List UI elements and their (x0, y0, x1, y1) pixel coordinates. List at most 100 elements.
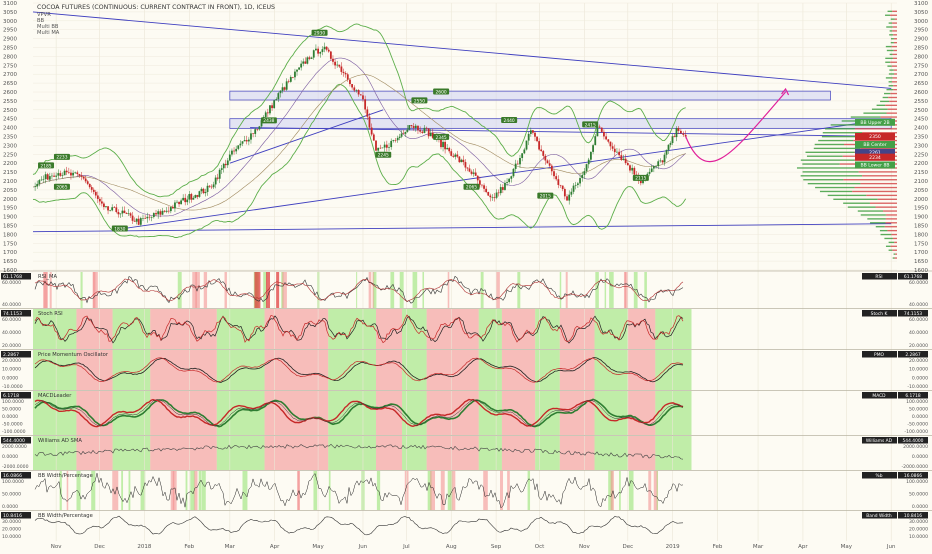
candle-body (176, 201, 178, 203)
indicator-label-vpvr: VPVR (37, 12, 51, 18)
y-tick-label: 2750 (914, 63, 928, 69)
volume-profile-bar-up (889, 53, 893, 56)
volume-profile-bar-up (871, 108, 888, 110)
candle-body (516, 163, 519, 165)
candle-body (150, 217, 153, 218)
candle-body (237, 145, 240, 149)
price-annotation-label: 2345 (436, 135, 447, 141)
volume-profile-bar-up (825, 128, 855, 130)
volume-profile-bar-up (822, 132, 863, 134)
volume-profile-bar-up (884, 92, 891, 95)
volume-profile-bar-down (885, 104, 897, 106)
candle-body (663, 154, 666, 163)
panel-left-value: 74.1153 (3, 311, 22, 317)
candle-body (572, 185, 575, 192)
candle-body (362, 95, 364, 100)
panel-tick: 0.0000 (912, 504, 928, 510)
y-tick-label: 2700 (914, 72, 928, 78)
candle-body (398, 136, 401, 138)
candle-body (334, 61, 336, 66)
candle-body (82, 176, 85, 179)
panel-left-value: 2.2867 (3, 352, 19, 358)
y-tick-label: 1650 (914, 259, 928, 265)
candle-body (159, 211, 162, 215)
volume-profile-bar-down (888, 96, 897, 99)
y-tick-label-left: 2550 (3, 99, 17, 105)
candle-body (206, 185, 209, 192)
candle-body (412, 126, 415, 128)
candle-body (568, 194, 571, 201)
candle-body (178, 201, 180, 205)
price-annotation-label: 2233 (56, 155, 67, 161)
x-tick-label: May (841, 544, 853, 550)
panel-left-value-bg (1, 351, 31, 358)
indicator-zone (402, 350, 427, 390)
candle-body (133, 220, 136, 222)
x-tick-label: Mar (753, 544, 764, 550)
candle-body (532, 130, 534, 133)
candle-body (152, 213, 155, 218)
candle-body (485, 188, 488, 193)
price-annotation-label: 2438 (263, 118, 274, 124)
indicator-stripe (282, 272, 287, 308)
indicator-stripe (80, 272, 83, 308)
candle-body (446, 147, 449, 150)
y-tick-label-left: 2700 (3, 72, 17, 78)
right-price-tag-label: BB Center (863, 142, 886, 148)
indicator-zone (426, 436, 479, 470)
panel-tick: 20.0000 (909, 343, 928, 349)
indicator-zone (594, 391, 628, 435)
candle-body (359, 94, 362, 96)
candle-body (142, 218, 144, 219)
indicator-zone (627, 350, 656, 390)
candle-body (493, 197, 496, 198)
candle-body (629, 165, 631, 171)
indicator-zone (150, 350, 217, 390)
volume-profile-bar-up (802, 171, 859, 173)
indicator-stripe (412, 272, 418, 308)
indicator-stripe (447, 471, 453, 510)
candle-body (483, 185, 485, 189)
panel-left-value-bg (1, 310, 31, 317)
y-tick-label: 2550 (914, 99, 928, 105)
indicator-label-multi-bb: Multi BB (37, 24, 59, 30)
indicator-stripe (450, 471, 456, 510)
candle-body (519, 157, 521, 165)
x-tick-label: Feb (184, 544, 194, 550)
panel-tick-left: 100.0000 (2, 479, 24, 485)
volume-profile-bar-up (876, 104, 886, 106)
volume-profile-bar-down (892, 249, 897, 251)
y-tick-label: 3100 (914, 1, 928, 7)
candle-body (169, 207, 172, 212)
volume-profile-bar-down (892, 30, 897, 32)
oscillator-line (34, 314, 684, 344)
panel-tick: 2000.0000 (903, 444, 928, 450)
panel-left-value: 61.1768 (3, 274, 22, 280)
candle-body (466, 167, 469, 169)
candle-body (388, 147, 390, 148)
volume-profile-bar-down (883, 210, 897, 212)
candle-body (650, 168, 653, 172)
panel-tick: 0.0000 (912, 414, 928, 420)
candle-body (53, 175, 55, 177)
candle-body (44, 174, 47, 180)
candle-body (148, 216, 151, 218)
candle-body (198, 191, 201, 197)
price-annotation-label: 1830 (114, 226, 125, 232)
candle-body (385, 144, 388, 148)
volume-profile-bar-up (886, 49, 894, 52)
candle-body (605, 136, 608, 140)
price-annotation-box (537, 192, 554, 199)
candle-body (338, 64, 341, 67)
volume-profile-bar-up (886, 88, 894, 91)
candle-body (495, 192, 498, 198)
volume-profile-bar-up (882, 96, 889, 99)
candle-body (542, 151, 545, 156)
candle-body (186, 199, 189, 203)
indicator-zone (33, 350, 77, 390)
indicator-zone (594, 350, 628, 390)
candle-body (190, 194, 193, 200)
volume-profile-bar-up (857, 210, 884, 212)
candle-body (312, 50, 315, 58)
candle-body (228, 154, 231, 161)
